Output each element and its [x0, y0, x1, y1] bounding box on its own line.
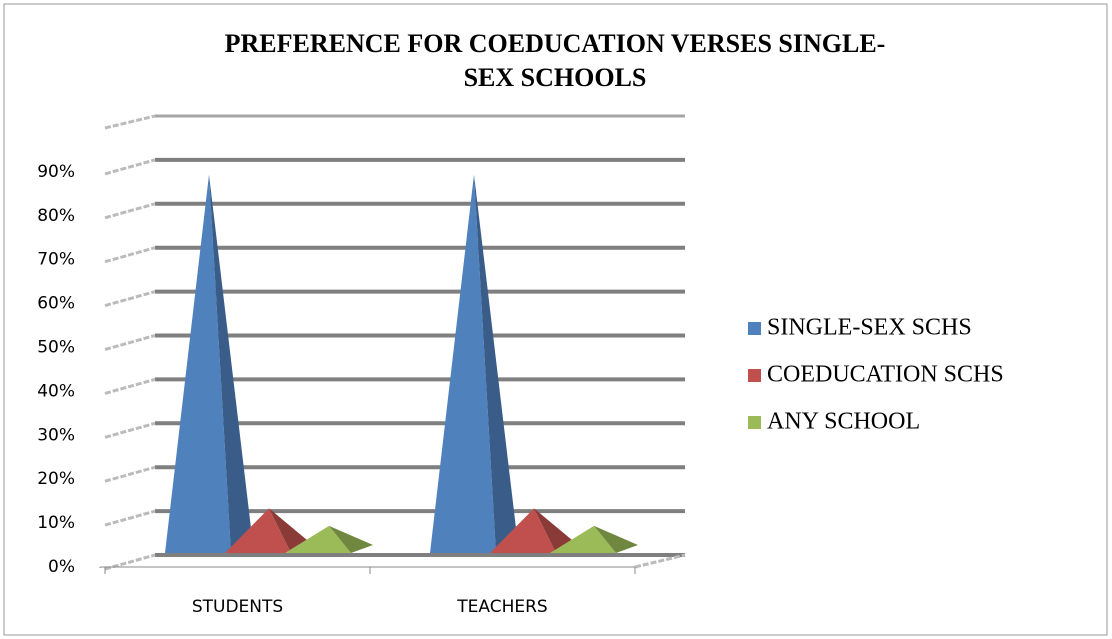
left-wall-top	[104, 114, 156, 130]
pyramid	[550, 525, 638, 553]
y-tick-label: 90%	[37, 162, 75, 182]
pyramid-front	[430, 174, 496, 553]
y-tick-label: 40%	[37, 381, 75, 401]
pyramid	[490, 508, 578, 553]
y-tick-label: 0%	[48, 557, 75, 577]
floor-right-edge	[634, 553, 686, 569]
legend-label: COEDUCATION SCHS	[767, 362, 1004, 388]
wall-grid-line	[104, 290, 156, 308]
wall-grid-line	[104, 334, 156, 351]
chart-title: PREFERENCE FOR COEDUCATION VERSES SINGLE…	[225, 29, 886, 92]
x-tick-label: STUDENTS	[192, 597, 283, 617]
pyramid-front	[490, 508, 556, 553]
pyramid	[225, 508, 313, 553]
pyramid-front	[285, 525, 351, 553]
pyramid-side	[209, 174, 253, 553]
legend-swatch	[748, 369, 761, 382]
pyramid-side	[269, 508, 313, 553]
wall-grid-line	[104, 158, 156, 176]
wall-grid-line	[104, 421, 156, 439]
legend-swatch	[748, 322, 761, 335]
pyramid-front	[165, 174, 231, 553]
wall-grid-line	[104, 246, 156, 264]
wall-grid-line	[104, 202, 156, 220]
pyramid-side	[534, 508, 578, 553]
wall-grid-line	[104, 465, 156, 483]
legend-label: SINGLE-SEX SCHS	[767, 315, 972, 341]
pyramid-front	[550, 525, 616, 553]
y-tick-label: 30%	[37, 425, 75, 445]
y-tick-label: 20%	[37, 469, 75, 489]
y-tick-label: 50%	[37, 338, 75, 358]
pyramid	[285, 525, 373, 553]
pyramid-side	[474, 174, 518, 553]
wall-grid-line	[104, 509, 156, 527]
pyramid-side	[329, 525, 373, 553]
x-tick-label: TEACHERS	[456, 597, 547, 617]
legend-swatch	[748, 416, 761, 429]
pyramid	[165, 174, 253, 553]
pyramid-front	[225, 508, 291, 553]
pyramid-side	[594, 525, 638, 553]
y-tick-label: 80%	[37, 206, 75, 226]
legend-label: ANY SCHOOL	[767, 409, 920, 435]
y-tick-label: 60%	[37, 294, 75, 314]
y-tick-label: 70%	[37, 250, 75, 270]
y-tick-label: 10%	[37, 513, 75, 533]
pyramid	[430, 174, 518, 553]
wall-grid-line	[104, 377, 156, 395]
